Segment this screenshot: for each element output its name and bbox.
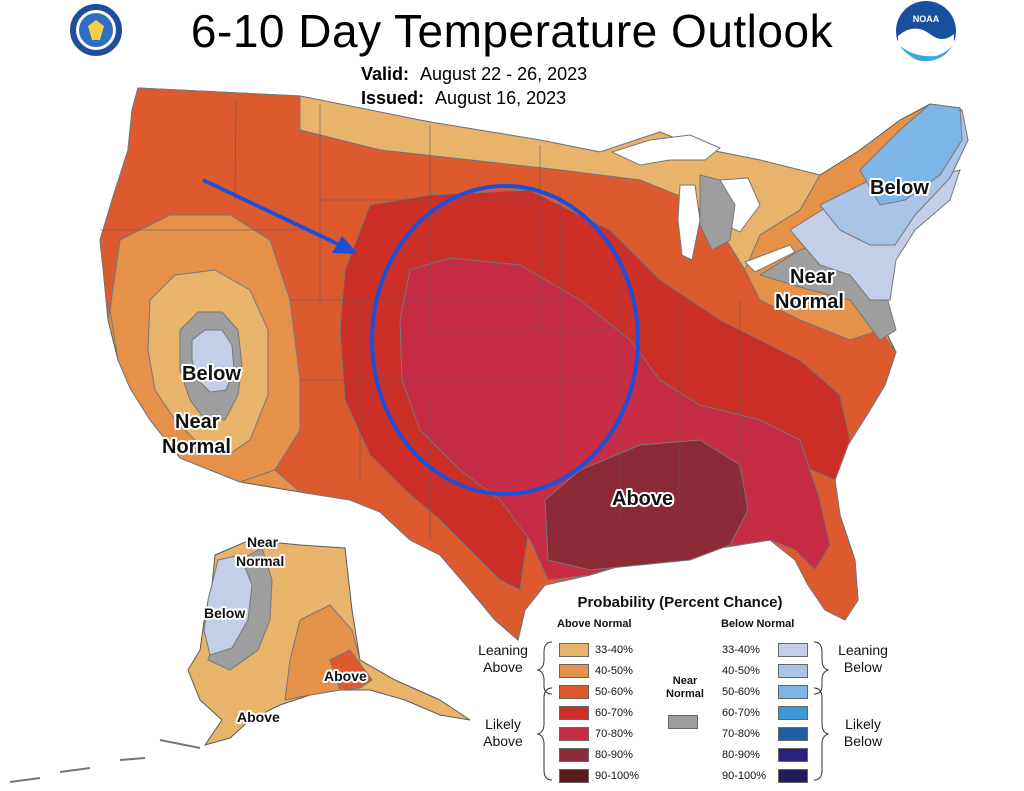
label-ak-near: Near — [247, 534, 279, 550]
west-below-region — [191, 329, 235, 393]
legend-leaning-above: Leaning Above — [478, 642, 528, 675]
gulf-80-90-region — [544, 439, 749, 571]
legend-above-swatch — [559, 664, 589, 678]
legend-above-label: 80-90% — [595, 749, 633, 761]
label-greatlakes-near: Near — [790, 266, 835, 288]
legend-above-header: Above Normal — [557, 618, 632, 630]
department-of-commerce-seal — [68, 2, 124, 58]
legend-above-label: 33-40% — [595, 644, 633, 656]
noaa-logo: NOAA — [896, 1, 956, 62]
label-ak-normal: Normal — [236, 553, 284, 569]
michigan-gray — [699, 174, 736, 251]
label-west-near: Near — [175, 411, 220, 433]
legend-below-label: 60-70% — [722, 707, 760, 719]
legend-brace-above — [536, 641, 553, 781]
noaa-logo-text: NOAA — [913, 14, 940, 24]
legend-above-swatch — [559, 706, 589, 720]
label-northeast-below: Below — [870, 177, 929, 199]
legend-leaning-below: Leaning Below — [838, 642, 888, 675]
label-west-below: Below — [182, 363, 241, 385]
legend-below-swatch — [778, 748, 808, 762]
legend-near-normal-swatch — [668, 715, 698, 729]
legend-above-label: 90-100% — [595, 770, 640, 782]
legend-below-label: 33-40% — [722, 644, 760, 656]
highlight-ring — [370, 184, 640, 496]
legend-below-swatch — [778, 685, 808, 699]
label-ak-above-east: Above — [324, 668, 367, 684]
legend-near-normal-header: Near Normal — [666, 675, 704, 700]
legend-below-label: 50-60% — [722, 686, 760, 698]
legend-below-label: 70-80% — [722, 728, 760, 740]
legend-below-label: 90-100% — [722, 770, 767, 782]
legend-above-swatch — [559, 727, 589, 741]
highlight-arrow — [202, 178, 358, 254]
label-greatlakes-normal: Normal — [775, 291, 844, 313]
legend-below-swatch — [778, 706, 808, 720]
legend-below-swatch — [778, 769, 808, 783]
legend-above-swatch — [559, 643, 589, 657]
alaska-above-region — [329, 649, 373, 691]
issued-value: August 16, 2023 — [435, 88, 567, 108]
legend-below-header: Below Normal — [721, 618, 795, 630]
valid-label: Valid: — [361, 64, 410, 84]
legend-below-label: 80-90% — [722, 749, 760, 761]
legend-below-swatch — [778, 643, 808, 657]
label-gulf-above: Above — [612, 488, 673, 510]
legend-title: Probability (Percent Chance) — [577, 594, 783, 611]
issued-label: Issued: — [361, 88, 425, 108]
valid-value: August 22 - 26, 2023 — [420, 64, 588, 84]
lake-erie — [744, 244, 796, 273]
alaska-below-region — [203, 554, 253, 656]
label-ak-below: Below — [204, 605, 245, 621]
legend-below-label: 40-50% — [722, 665, 760, 677]
legend-above-label: 40-50% — [595, 665, 633, 677]
legend-above-label: 50-60% — [595, 686, 633, 698]
label-ak-above-south: Above — [237, 709, 280, 725]
legend-above-swatch — [559, 748, 589, 762]
legend-below-swatch — [778, 727, 808, 741]
legend-above-swatch — [559, 685, 589, 699]
issued-line: Issued: August 16, 2023 — [361, 88, 566, 109]
lake-superior — [610, 134, 721, 166]
legend-likely-above: Likely Above — [483, 716, 523, 749]
lake-michigan — [677, 184, 701, 261]
legend-likely-below: Likely Below — [843, 716, 883, 749]
legend-brace-below — [813, 641, 830, 781]
northeast-50-60-below-region — [859, 103, 963, 206]
legend-above-label: 60-70% — [595, 707, 633, 719]
aleutian-islands — [9, 739, 201, 783]
valid-line: Valid: August 22 - 26, 2023 — [361, 64, 587, 85]
label-west-normal: Normal — [162, 436, 231, 458]
legend-below-swatch — [778, 664, 808, 678]
page-title: 6-10 Day Temperature Outlook — [190, 5, 834, 57]
legend-above-label: 70-80% — [595, 728, 633, 740]
legend-above-swatch — [559, 769, 589, 783]
state-boundaries — [100, 99, 741, 540]
